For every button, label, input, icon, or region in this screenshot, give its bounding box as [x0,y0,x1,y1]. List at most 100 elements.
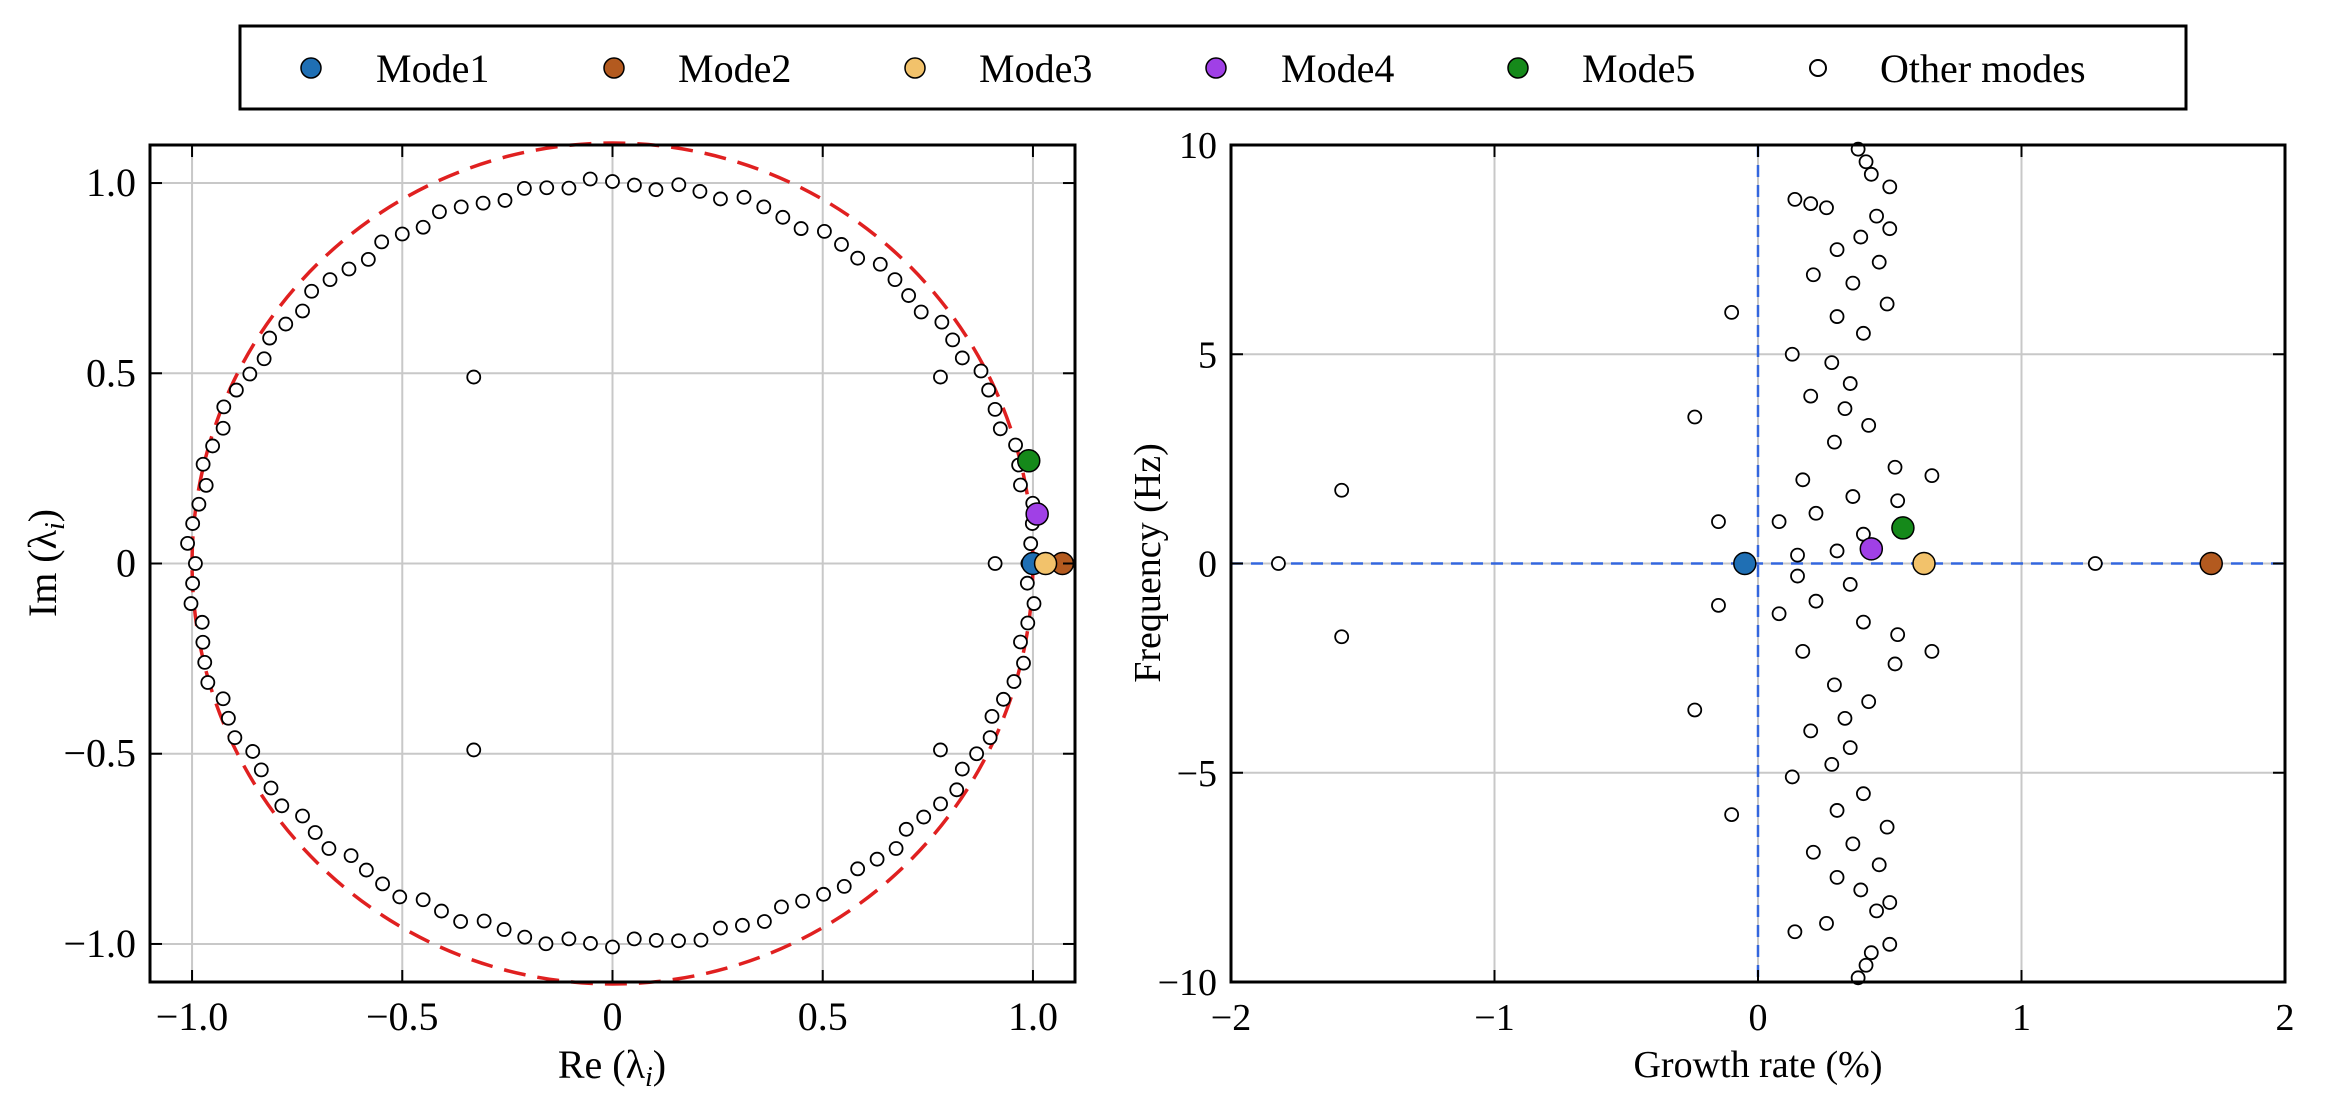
point-other-mode [793,221,809,236]
point-other-mode [992,421,1008,437]
point-mode5 [1017,449,1041,473]
point-other-mode [736,189,752,205]
point-other-mode [475,195,491,211]
point-other-mode [869,851,885,867]
point-other-mode [1829,543,1845,559]
point-other-mode [648,182,664,198]
left-x-ticks: −1.0 −0.5 0 0.5 1.0 [156,145,1058,1039]
point-other-mode [605,939,620,955]
point-other-mode [476,913,492,929]
point-other-mode [1334,629,1350,645]
point-other-mode [756,914,772,929]
point-other-mode [648,932,664,948]
point-mode4 [1859,537,1884,561]
point-other-mode [1803,388,1819,404]
point-other-mode [981,382,997,398]
point-other-mode [321,841,337,856]
point-other-mode [954,350,970,366]
point-other-mode [1845,489,1861,504]
point-mode5 [1891,516,1915,540]
point-other-mode [253,762,269,778]
point-other-mode [322,272,338,288]
point-other-mode [887,272,903,288]
right-x-tick-label: −1 [1474,997,1514,1039]
point-other-mode [466,369,482,385]
point-other-mode [1790,547,1805,563]
point-other-mode [453,199,469,215]
left-y-axis-label-close: ) [20,509,65,522]
right-x-tick-label: 1 [2012,997,2031,1039]
point-other-mode [933,796,948,812]
point-other-mode [1861,694,1877,710]
point-other-mode [1871,857,1887,873]
point-other-mode [692,183,708,199]
point-other-mode [1687,409,1703,425]
point-other-mode [969,746,985,762]
point-other-mode [220,710,236,726]
left-other-modes [180,171,1042,955]
point-other-mode [1013,634,1028,650]
point-mode3 [1912,551,1936,576]
point-other-mode [713,191,728,207]
point-other-mode [1013,477,1028,493]
point-other-mode [1858,957,1874,973]
point-mode1 [1733,551,1757,576]
point-other-mode [1829,803,1845,818]
point-other-mode [561,180,577,196]
point-other-mode [901,288,917,303]
point-other-mode [256,351,272,367]
point-other-mode [516,180,532,196]
point-other-mode [1837,710,1853,726]
point-other-mode [1863,945,1879,961]
point-other-mode [1016,655,1031,671]
point-other-mode [1687,702,1703,718]
point-other-mode [1271,556,1286,571]
right-y-tick-label: 10 [1179,125,1217,167]
point-other-mode [888,841,904,856]
point-other-mode [227,730,243,746]
right-y-ticks: −10 −5 0 5 10 [1158,125,2285,1004]
point-other-mode [263,780,279,796]
point-other-mode [795,893,811,909]
point-other-mode [374,234,390,250]
point-other-mode [1019,575,1035,591]
point-other-mode [1803,196,1819,211]
legend-marker-mode2 [603,57,625,79]
point-other-mode [1842,376,1858,391]
point-other-mode [693,932,709,948]
point-other-mode [415,892,431,908]
legend-label-mode5: Mode5 [1582,46,1695,91]
point-other-mode [1924,468,1940,484]
point-other-mode [1023,536,1039,552]
eigenvalue-plot: −1.0 −0.5 0 0.5 1.0 −1.0−0.500.51.0 Re (λi) … [20,141,1077,1093]
left-mode-markers [1017,449,1075,576]
point-other-mode [360,251,376,267]
point-other-mode [954,761,970,777]
point-other-mode [538,936,554,952]
point-other-mode [1784,769,1800,785]
point-other-mode [817,223,832,239]
point-other-mode [898,821,914,837]
point-other-mode [933,742,948,758]
left-x-tick-label: 0 [603,994,623,1039]
point-other-mode [1882,221,1898,237]
point-other-mode [1808,505,1824,521]
point-other-mode [836,879,852,894]
point-other-mode [671,177,687,193]
point-other-mode [984,708,1000,724]
point-other-mode [1724,807,1740,822]
point-other-mode [1819,916,1834,931]
point-other-mode [188,556,203,571]
point-other-mode [1890,493,1906,509]
point-other-mode [453,914,469,929]
point-other-mode [1842,577,1858,592]
point-other-mode [517,929,533,945]
point-other-mode [295,808,310,824]
point-other-mode [216,399,232,415]
point-other-mode [1771,514,1787,530]
point-other-mode [1808,593,1824,609]
legend-marker-other [1809,59,1827,77]
point-other-mode [215,420,231,436]
